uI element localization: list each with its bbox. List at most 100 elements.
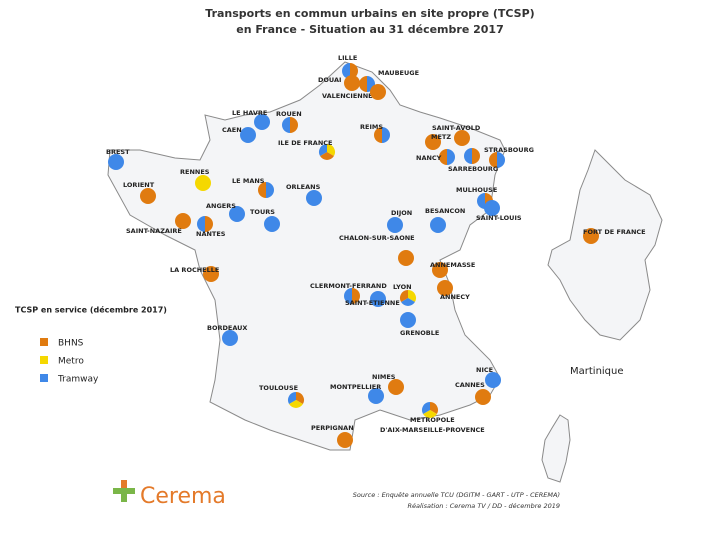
- city-marker: [229, 206, 245, 222]
- city-marker: [288, 392, 305, 408]
- pie-slice: [387, 217, 403, 233]
- legend-title: TCSP en service (décembre 2017): [15, 305, 167, 315]
- pie-slice: [337, 432, 353, 448]
- city-label: SAINT-NAZAIRE: [126, 227, 182, 235]
- legend-swatch: [40, 374, 48, 382]
- city-label: RENNES: [180, 168, 210, 176]
- city-marker: [203, 266, 219, 282]
- city-marker: [370, 84, 386, 100]
- source: Source : Enquête annuelle TCU (DGITM - G…: [353, 491, 560, 499]
- pie-slice: [454, 130, 470, 146]
- pie-slice: [475, 389, 491, 405]
- city-marker: [422, 402, 438, 418]
- city-label: SAINT-LOUIS: [476, 214, 522, 222]
- city-label: CAEN: [222, 126, 242, 134]
- city-marker: [264, 216, 280, 232]
- city-marker: [222, 330, 238, 346]
- pie-slice: [484, 200, 500, 216]
- city-label: FORT DE FRANCE: [583, 228, 646, 236]
- city-marker: [489, 152, 505, 168]
- pie-slice: [400, 290, 408, 302]
- pie-slice: [327, 144, 335, 156]
- city-label: ANGERS: [206, 202, 236, 210]
- pie-slice: [320, 152, 334, 160]
- pie-slice: [382, 127, 390, 143]
- pie-slice: [140, 188, 156, 204]
- title-line: Transports en commun urbains en site pro…: [205, 7, 534, 20]
- pie-slice: [430, 217, 446, 233]
- city-marker: [337, 432, 353, 448]
- city-label: MONTPELLIER: [330, 383, 381, 391]
- pie-slice: [352, 288, 360, 304]
- martinique: [547, 149, 663, 341]
- city-label: ANNEMASSE: [430, 261, 475, 269]
- pie-slice: [222, 330, 238, 346]
- pie-slice: [203, 266, 219, 282]
- pie-slice: [240, 127, 256, 143]
- city-label: BORDEAUX: [207, 324, 247, 332]
- city-label: ROUEN: [276, 110, 302, 118]
- city-marker: [319, 144, 335, 160]
- pie-slice: [408, 290, 416, 302]
- pie-slice: [447, 149, 455, 165]
- pie-slice: [282, 117, 290, 133]
- city-label: TOULOUSE: [259, 384, 298, 392]
- city-marker: [175, 213, 191, 229]
- city-marker: [282, 117, 298, 133]
- pie-slice: [423, 410, 437, 418]
- city-label: DOUAI: [318, 76, 341, 84]
- city-marker: [258, 182, 274, 198]
- city-label: ANNECY: [440, 293, 470, 301]
- city-label: METZ: [431, 133, 451, 141]
- city-marker: [370, 291, 386, 307]
- pie-slice: [497, 152, 505, 168]
- city-marker: [108, 154, 124, 170]
- city-label: NANTES: [196, 230, 226, 238]
- legend-swatch: [40, 338, 48, 346]
- france: [107, 61, 506, 451]
- city-label: MULHOUSE: [456, 186, 497, 194]
- pie-slice: [439, 149, 447, 165]
- inset-label: Martinique: [570, 366, 624, 377]
- legend-label: Tramway: [57, 375, 99, 385]
- city-marker: [583, 228, 599, 244]
- pie-slice: [437, 280, 453, 296]
- city-label: LA ROCHELLE: [170, 266, 219, 274]
- city-marker: [425, 134, 441, 150]
- city-label: LILLE: [338, 54, 357, 62]
- city-label: VALENCIENNES: [322, 92, 378, 100]
- city-label: BESANCON: [425, 207, 465, 215]
- pie-slice: [195, 175, 211, 191]
- city-label: LYON: [393, 283, 412, 291]
- city-label: STRASBOURG: [484, 146, 534, 154]
- city-label: NANCY: [416, 154, 442, 162]
- legend-label: BHNS: [58, 339, 84, 349]
- city-marker: [464, 148, 480, 164]
- pie-slice: [401, 298, 415, 306]
- pie-slice: [197, 216, 205, 232]
- city-marker: [387, 217, 403, 233]
- city-label: LE HAVRE: [232, 109, 267, 117]
- pie-slice: [258, 182, 266, 198]
- pie-slice: [432, 262, 448, 278]
- city-label: MAUBEUGE: [378, 69, 419, 77]
- city-label: REIMS: [360, 123, 383, 131]
- city-marker: [439, 149, 455, 165]
- city-label: CANNES: [455, 381, 485, 389]
- city-label: GRENOBLE: [400, 329, 439, 337]
- city-label: DIJON: [391, 209, 412, 217]
- city-marker: [374, 127, 390, 143]
- pie-slice: [254, 114, 270, 130]
- pie-slice: [489, 152, 497, 168]
- pie-slice: [472, 148, 480, 164]
- source: Réalisation : Cerema TV / DD - décembre …: [407, 502, 560, 510]
- city-label: CHALON-SUR-SAONE: [339, 234, 415, 242]
- city-marker: [398, 250, 414, 266]
- city-marker: [140, 188, 156, 204]
- pie-slice: [422, 402, 430, 414]
- city-label: LE MANS: [232, 177, 265, 185]
- city-marker: [388, 379, 404, 395]
- pie-slice: [264, 216, 280, 232]
- pie-slice: [288, 392, 296, 404]
